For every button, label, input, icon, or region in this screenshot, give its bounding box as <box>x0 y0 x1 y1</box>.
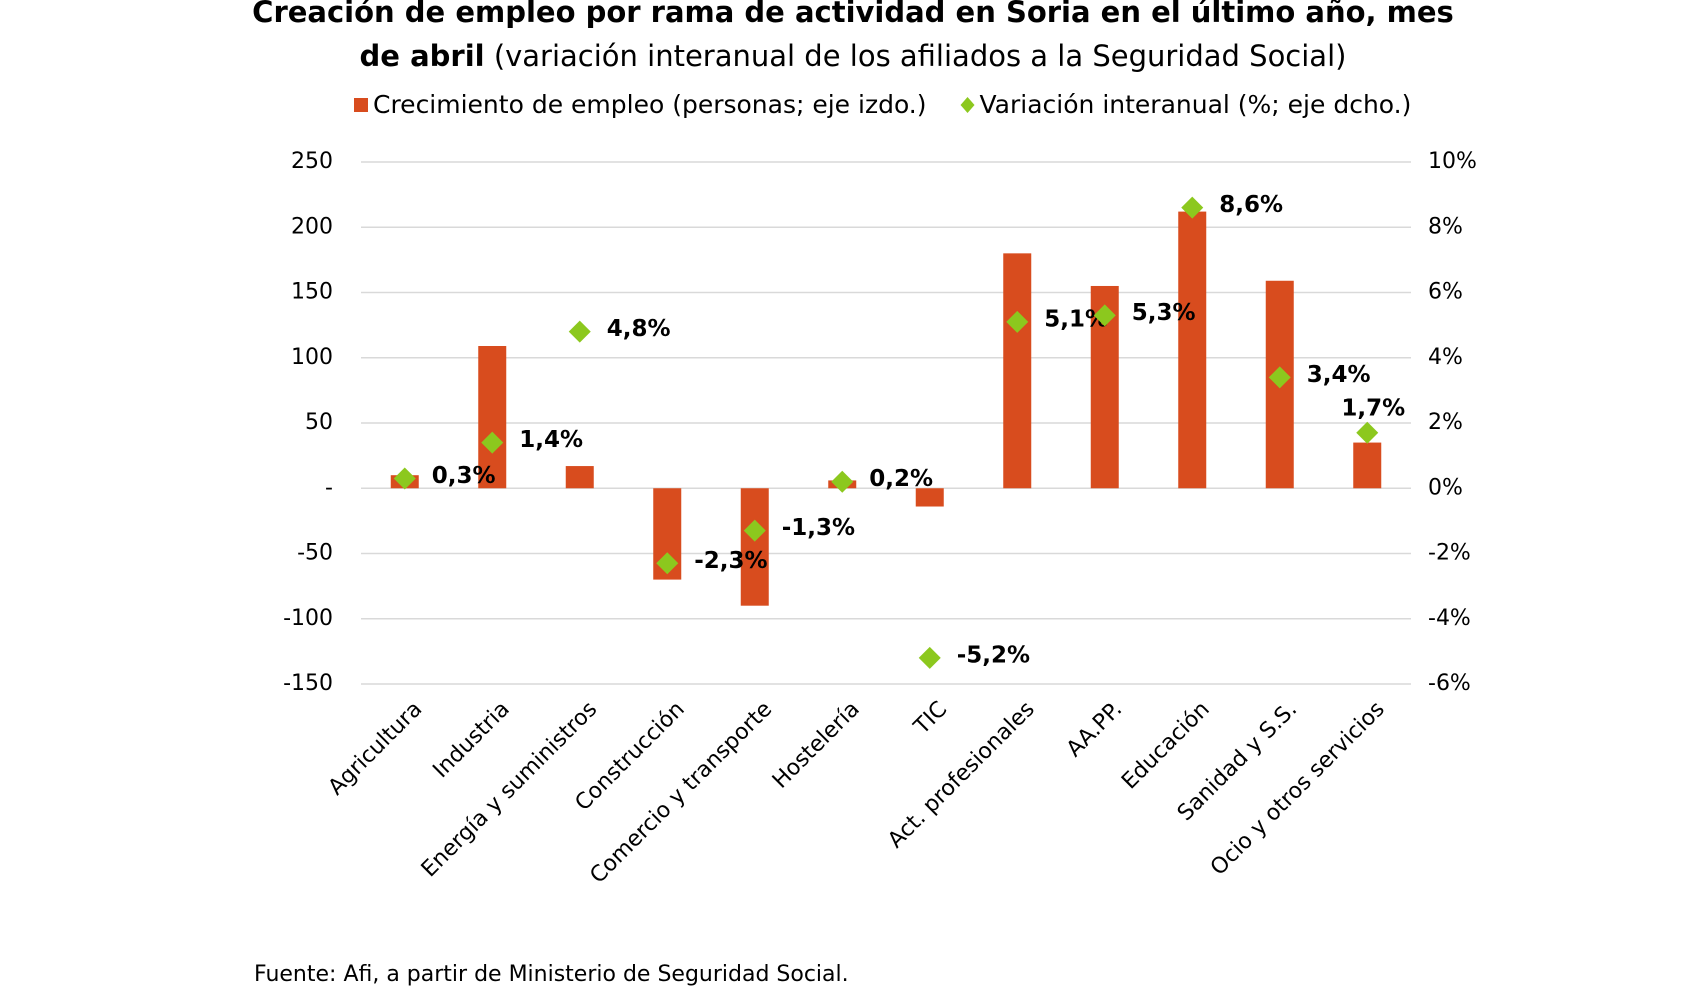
bar <box>1003 253 1032 489</box>
legend-swatch <box>354 98 368 112</box>
data-label: 0,2% <box>869 466 933 492</box>
bar <box>478 346 507 489</box>
x-tick-label: Ocio y otros servicios <box>1206 697 1390 881</box>
y2-tick-label: 6% <box>1428 280 1463 305</box>
marker <box>1093 304 1116 327</box>
x-tick-label: Educación <box>1117 697 1215 795</box>
bar <box>1178 211 1207 489</box>
y-tick-label: -100 <box>283 606 333 631</box>
y2-tick-label: -4% <box>1428 606 1471 631</box>
title-block: Creación de empleo por rama de actividad… <box>228 0 1478 78</box>
bar <box>740 488 769 606</box>
marker <box>831 470 854 493</box>
marker <box>1181 196 1204 219</box>
legend-label: Crecimiento de empleo (personas; eje izd… <box>373 90 927 119</box>
x-tick-label: Agricultura <box>324 697 428 801</box>
data-label: 3,4% <box>1307 362 1371 388</box>
y2-tick-label: 0% <box>1428 475 1463 500</box>
marker <box>1006 310 1029 333</box>
bar <box>1353 442 1382 489</box>
y-tick-label: 200 <box>291 214 333 239</box>
y-tick-label: 150 <box>291 280 333 305</box>
y2-tick-label: -6% <box>1428 671 1471 696</box>
data-label: -5,2% <box>957 642 1030 668</box>
marker <box>393 467 416 490</box>
y2-tick-label: 2% <box>1428 410 1463 435</box>
y2-tick-label: 10% <box>1428 149 1477 174</box>
data-label: 0,3% <box>432 463 496 489</box>
y-tick-label: 50 <box>305 410 333 435</box>
data-label: 4,8% <box>607 316 671 342</box>
bar <box>915 488 944 507</box>
data-label: 1,4% <box>519 427 583 453</box>
chart-subtitle: (variación interanual de los afiliados a… <box>493 39 1347 73</box>
marker <box>1268 366 1291 389</box>
x-tick-label: Industria <box>428 697 514 783</box>
y2-tick-label: 4% <box>1428 345 1463 370</box>
x-tick-label: Act. profesionales <box>883 697 1039 853</box>
data-label: -1,3% <box>782 515 855 541</box>
x-tick-label: AA.PP. <box>1062 697 1127 762</box>
source-note: Fuente: Afi, a partir de Ministerio de S… <box>254 962 849 987</box>
marker <box>481 431 504 454</box>
bar <box>565 466 594 489</box>
legend-swatch <box>960 97 975 113</box>
data-label: 1,7% <box>1341 395 1405 421</box>
marker <box>656 552 679 575</box>
data-label: 5,1% <box>1044 306 1108 332</box>
y-tick-label: -150 <box>283 671 333 696</box>
marker <box>568 320 591 343</box>
data-label: 5,3% <box>1132 300 1196 326</box>
chart-title: Creación de empleo por rama de actividad… <box>252 0 1454 73</box>
y-tick-label: 100 <box>291 345 333 370</box>
x-tick-label: TIC <box>909 697 952 740</box>
y2-tick-label: -2% <box>1428 541 1471 566</box>
legend: Crecimiento de empleo (personas; eje izd… <box>354 90 1411 119</box>
marker <box>918 646 941 669</box>
y2-tick-label: 8% <box>1428 214 1463 239</box>
data-label: 8,6% <box>1219 192 1283 218</box>
x-tick-label: Hostelería <box>768 697 865 794</box>
marker <box>1356 421 1379 444</box>
marker <box>743 519 766 542</box>
data-label: -2,3% <box>694 548 767 574</box>
y-tick-label: - <box>325 475 333 500</box>
y-tick-label: 250 <box>291 149 333 174</box>
y-tick-label: -50 <box>297 541 333 566</box>
legend-label: Variación interanual (%; eje dcho.) <box>980 90 1412 119</box>
x-tick-label: Energía y suministros <box>417 697 602 882</box>
x-tick-label: Comercio y transporte <box>585 697 777 889</box>
